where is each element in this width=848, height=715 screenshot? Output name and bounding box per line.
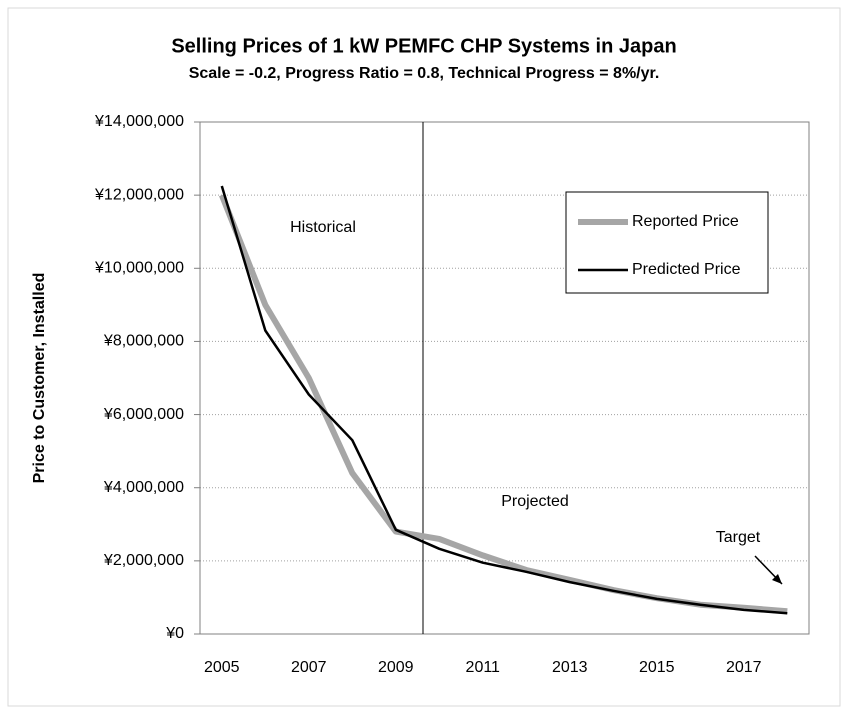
- annotation: Projected: [501, 493, 569, 510]
- y-tick-label: ¥12,000,000: [94, 186, 184, 203]
- y-tick-label: ¥10,000,000: [94, 260, 184, 277]
- chart-title: Selling Prices of 1 kW PEMFC CHP Systems…: [171, 35, 676, 57]
- x-tick-label: 2005: [204, 659, 240, 676]
- lines: [219, 185, 788, 615]
- x-tick-label: 2011: [466, 659, 501, 676]
- annotation: Historical: [290, 219, 356, 236]
- x-tick-label: 2007: [291, 659, 327, 676]
- x-tick-label: 2013: [552, 659, 588, 676]
- chart-border: [7, 7, 841, 707]
- y-tick-label: ¥8,000,000: [103, 333, 184, 350]
- y-tick-label: ¥14,000,000: [94, 113, 184, 130]
- x-tick-label: 2015: [639, 659, 675, 676]
- x-tick-label: 2009: [378, 659, 414, 676]
- y-tick-label: ¥2,000,000: [103, 552, 184, 569]
- plot-area: [199, 121, 810, 635]
- legend-label: Predicted Price: [632, 261, 741, 278]
- annotation-arrowhead: [772, 574, 782, 584]
- y-tick-label: ¥0: [165, 625, 184, 642]
- chart-subtitle: Scale = -0.2, Progress Ratio = 0.8, Tech…: [189, 65, 660, 82]
- y-tick-label: ¥6,000,000: [103, 406, 184, 423]
- legend-label: Reported Price: [632, 213, 739, 230]
- annotation: Target: [716, 529, 761, 546]
- y-tick-label: ¥4,000,000: [103, 479, 184, 496]
- series-line: [220, 185, 788, 615]
- legend: [565, 191, 769, 294]
- x-tick-label: 2017: [726, 659, 762, 676]
- y-axis-title: Price to Customer, Installed: [31, 273, 48, 484]
- legend-items: Reported Price Predicted Price: [578, 213, 741, 278]
